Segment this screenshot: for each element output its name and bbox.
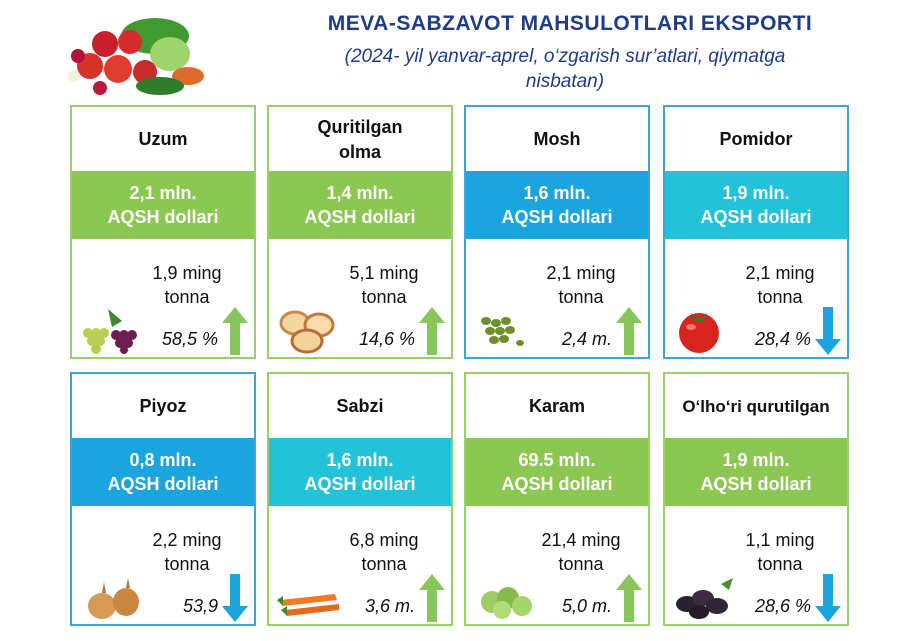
cabbage-icon <box>481 587 532 619</box>
export-quantity: 6,8 ming tonna <box>349 530 419 574</box>
change-rate: 28,4 % <box>754 329 811 349</box>
product-name: Sabzi <box>336 396 384 416</box>
change-rate: 14,6 % <box>358 329 415 349</box>
export-value: 1,6 mln. AQSH dollari <box>466 171 648 239</box>
tomato-icon <box>679 313 719 353</box>
change-rate: 53,9 <box>182 596 218 616</box>
product-name: Karam <box>528 396 586 416</box>
export-value: 1,9 mln. AQSH dollari <box>665 438 847 506</box>
arrow-up-icon <box>616 307 642 355</box>
export-value: 1,6 mln. AQSH dollari <box>269 438 451 506</box>
product-card-karam: Karam 69.5 mln. AQSH dollari 21,4 ming ton… <box>464 372 650 626</box>
page-title: MEVA-SABZAVOT MAHSULOTLARI EKSPORTI <box>327 12 813 35</box>
carrot-icon <box>277 594 339 616</box>
arrow-up-icon <box>419 307 445 355</box>
export-value: 69.5 mln. AQSH dollari <box>466 438 648 506</box>
product-name: O‘lho‘ri qurutilgan <box>682 397 830 416</box>
export-quantity: 1,1 ming tonna <box>745 530 815 574</box>
change-rate: 58,5 % <box>161 329 218 349</box>
change-rate: 5,0 m. <box>561 596 612 616</box>
export-value: 1,4 mln. AQSH dollari <box>269 171 451 239</box>
product-card-uzum: Uzum 2,1 mln. AQSH dollari 1,9 ming tonna … <box>70 105 256 359</box>
product-name: Pomidor <box>719 129 793 149</box>
vegetables-banner-icon <box>68 18 204 95</box>
change-rate: 2,4 m. <box>561 329 612 349</box>
product-name: Quritilgan olma <box>317 117 403 162</box>
export-value: 2,1 mln. AQSH dollari <box>72 171 254 239</box>
product-card-quritilgan-olma: Quritilgan olma 1,4 mln. AQSH dollari 5,1 … <box>267 105 453 359</box>
arrow-down-icon <box>222 574 248 622</box>
export-value: 0,8 mln. AQSH dollari <box>72 438 254 506</box>
export-quantity: 5,1 ming tonna <box>349 263 419 307</box>
arrow-up-icon <box>419 574 445 622</box>
arrow-down-icon <box>815 574 841 622</box>
product-card-sabzi: Sabzi 1,6 mln. AQSH dollari 6,8 ming tonna… <box>267 372 453 626</box>
export-quantity: 1,9 ming tonna <box>152 263 222 307</box>
page-subtitle: (2024- yil yanvar-aprel, o‘zgarish sur’a… <box>240 44 890 94</box>
product-name: Piyoz <box>139 396 187 416</box>
export-quantity: 2,1 ming tonna <box>546 263 616 307</box>
subtitle-line-1: (2024- yil yanvar-aprel, o‘zgarish sur’a… <box>344 46 786 67</box>
arrow-up-icon <box>222 307 248 355</box>
grapes-icon <box>83 309 137 354</box>
export-quantity: 21,4 ming tonna <box>541 530 621 574</box>
product-card-pomidor: Pomidor 1,9 mln. AQSH dollari 2,1 ming ton… <box>663 105 849 359</box>
product-name: Uzum <box>138 129 188 149</box>
onion-icon <box>88 578 139 619</box>
export-quantity: 2,1 ming tonna <box>745 263 815 307</box>
change-rate: 3,6 m. <box>364 596 415 616</box>
product-card-olhori-qurutilgan: O‘lho‘ri qurutilgan 1,9 mln. AQSH dollari… <box>663 372 849 626</box>
export-value: 1,9 mln. AQSH dollari <box>665 171 847 239</box>
product-card-piyoz: Piyoz 0,8 mln. AQSH dollari 2,2 ming tonna… <box>70 372 256 626</box>
export-quantity: 2,2 ming tonna <box>152 530 222 574</box>
product-card-mosh: Mosh 1,6 mln. AQSH dollari 2,1 ming tonna … <box>464 105 650 359</box>
mung-bean-icon <box>481 317 524 346</box>
change-rate: 28,6 % <box>754 596 811 616</box>
arrow-up-icon <box>616 574 642 622</box>
arrow-down-icon <box>815 307 841 355</box>
subtitle-line-2: nisbatan) <box>525 71 605 92</box>
prunes-icon <box>676 578 733 619</box>
product-name: Mosh <box>533 129 581 149</box>
dried-apple-icon <box>279 310 335 354</box>
